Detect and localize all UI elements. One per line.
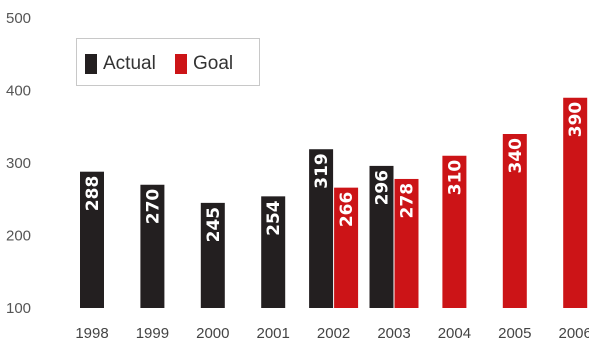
bar-goal-2004	[442, 155, 467, 308]
x-tick-label: 1999	[136, 325, 169, 342]
data-label-goal-2002: 266	[337, 192, 357, 228]
y-tick-label: 100	[6, 300, 31, 317]
legend-label-goal: Goal	[193, 53, 234, 74]
x-tick-label: 2005	[498, 325, 531, 342]
legend-swatch-actual	[85, 54, 97, 74]
x-tick-label: 1998	[75, 325, 108, 342]
bar-actual-1999	[140, 184, 165, 308]
legend: Actual Goal	[76, 38, 260, 86]
bar-goal-2005	[502, 134, 527, 308]
bar-actual-2000	[200, 202, 225, 308]
bar-actual-2003	[369, 165, 394, 308]
data-label-actual-2002: 319	[312, 153, 332, 189]
x-tick-label: 2000	[196, 325, 229, 342]
legend-item-goal: Goal	[175, 53, 233, 75]
x-tick-label: 2004	[438, 325, 471, 342]
data-label-goal-2004: 310	[445, 160, 465, 196]
x-tick-label: 2003	[377, 325, 410, 342]
data-label-actual-2001: 254	[264, 200, 284, 236]
data-label-actual-1998: 288	[83, 176, 103, 212]
data-label-actual-2000: 245	[204, 207, 224, 243]
x-tick-label: 2006	[559, 325, 589, 342]
y-tick-label: 500	[6, 10, 31, 27]
bar-actual-2001	[261, 196, 286, 308]
bar-actual-1998	[80, 171, 104, 308]
x-tick-label: 2001	[257, 325, 290, 342]
legend-swatch-goal	[175, 54, 187, 74]
x-axis: 1998 1999 2000 2001 2002 2003 2004 2005 2006	[75, 325, 589, 342]
legend-label-actual: Actual	[103, 53, 156, 74]
y-axis: 100 200 300 400 500	[6, 10, 31, 317]
bar-goal-2006	[563, 97, 588, 308]
bar-goal-2002	[334, 187, 359, 308]
y-tick-label: 300	[6, 155, 31, 172]
bar-actual-2002	[309, 149, 334, 308]
data-label-goal-2005: 340	[506, 138, 526, 174]
y-tick-label: 200	[6, 228, 31, 245]
data-label-actual-2003: 296	[373, 170, 393, 206]
legend-item-actual: Actual	[85, 53, 156, 75]
bar-goal-2003	[394, 178, 419, 308]
y-tick-label: 400	[6, 83, 31, 100]
data-label-actual-1999: 270	[143, 189, 163, 225]
x-tick-label: 2002	[317, 325, 350, 342]
data-label-goal-2003: 278	[398, 183, 418, 219]
data-label-goal-2006: 390	[566, 102, 586, 138]
